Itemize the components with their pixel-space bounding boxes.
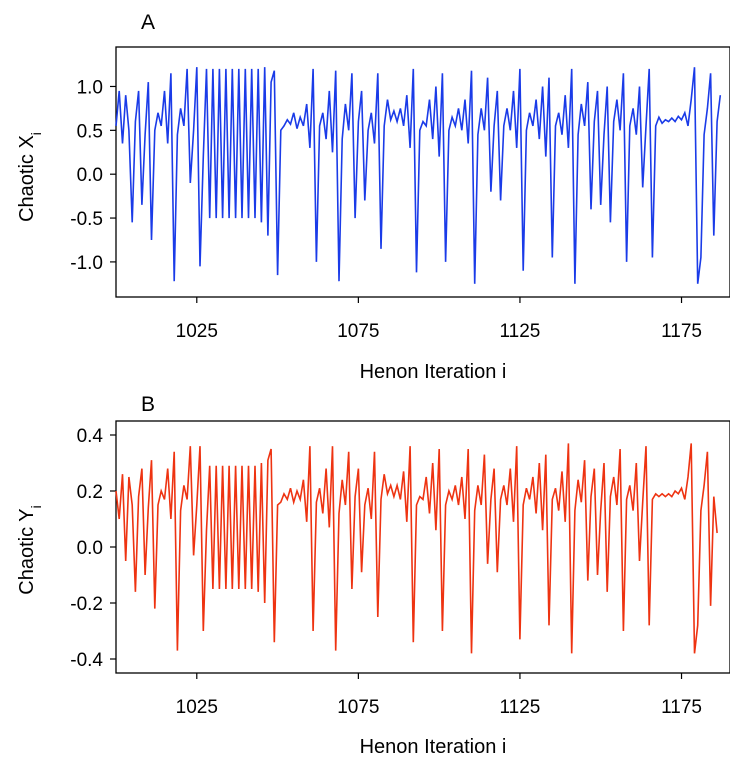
panel-b-series [115, 443, 718, 654]
x-tick-label: 1125 [500, 321, 541, 342]
y-tick-label: 0.5 [77, 121, 103, 142]
panel-a-y-axis-label-main: Chaotic X [16, 135, 38, 222]
series-line [115, 67, 722, 284]
panel-b-label: B [141, 393, 155, 416]
panel-a-y-axis-label-subscript: i [28, 132, 44, 135]
y-tick-label: 0.2 [77, 482, 103, 503]
panel-b-y-axis-label-subscript: i [28, 505, 44, 508]
panel-b-y-ticks: 0.4 0.2 0.0 -0.2 -0.4 [70, 426, 116, 671]
panel-b-x-ticks: 1025 1075 1125 1175 [176, 673, 702, 718]
x-tick-label: 1075 [337, 697, 379, 718]
panel-a-label: A [141, 11, 155, 34]
panel-b-y-axis-label: Chaotic Yi [16, 505, 44, 594]
panel-a-x-ticks: 1025 1075 1125 1175 [176, 297, 702, 342]
panel-a-frame [115, 46, 730, 298]
x-tick-label: 1025 [176, 321, 218, 342]
panel-a-x-axis-label: Henon Iteration i [360, 361, 507, 383]
y-tick-label: -0.4 [70, 650, 103, 671]
y-tick-label: -1.0 [70, 253, 103, 274]
x-tick-label: 1025 [176, 697, 218, 718]
y-tick-label: 0.4 [77, 426, 104, 447]
panel-b: B 0.4 0.2 0.0 -0.2 -0.4 1025 1075 1125 1175 Hen… [16, 393, 730, 758]
x-tick-label: 1125 [500, 697, 541, 718]
y-tick-label: -0.2 [70, 594, 103, 615]
panel-a-y-ticks: 1.0 0.5 0.0 -0.5 -1.0 [70, 77, 116, 274]
x-tick-label: 1075 [337, 321, 379, 342]
x-tick-label: 1175 [661, 321, 702, 342]
panel-a-y-axis-label: Chaotic Xi [16, 132, 44, 222]
y-tick-label: -0.5 [70, 209, 103, 230]
panel-a-series [115, 67, 722, 284]
y-tick-label: 1.0 [77, 77, 103, 98]
panel-a: A 1.0 0.5 0.0 -0.5 -1.0 1025 1075 1125 1175 Hen… [16, 11, 730, 383]
y-tick-label: 0.0 [77, 538, 103, 559]
panel-b-x-axis-label: Henon Iteration i [360, 736, 507, 758]
panel-b-frame [115, 420, 730, 674]
panel-b-y-axis-label-main: Chaotic Y [16, 508, 38, 594]
x-tick-label: 1175 [661, 697, 702, 718]
series-line [115, 443, 718, 654]
y-tick-label: 0.0 [77, 165, 103, 186]
